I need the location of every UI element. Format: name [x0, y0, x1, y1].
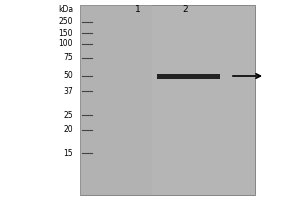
Text: 15: 15	[63, 148, 73, 158]
Text: 2: 2	[182, 4, 188, 14]
Bar	[80, 5, 152, 195]
Text: 50: 50	[63, 72, 73, 80]
Text: 100: 100	[58, 40, 73, 48]
Text: 25: 25	[63, 110, 73, 119]
Bar	[157, 73, 220, 78]
Text: 75: 75	[63, 53, 73, 62]
Text: kDa: kDa	[58, 5, 73, 15]
Text: 250: 250	[58, 18, 73, 26]
Text: 1: 1	[135, 4, 141, 14]
Text: 37: 37	[63, 86, 73, 96]
Bar	[80, 5, 255, 195]
Text: 20: 20	[63, 126, 73, 134]
Text: 150: 150	[58, 28, 73, 38]
